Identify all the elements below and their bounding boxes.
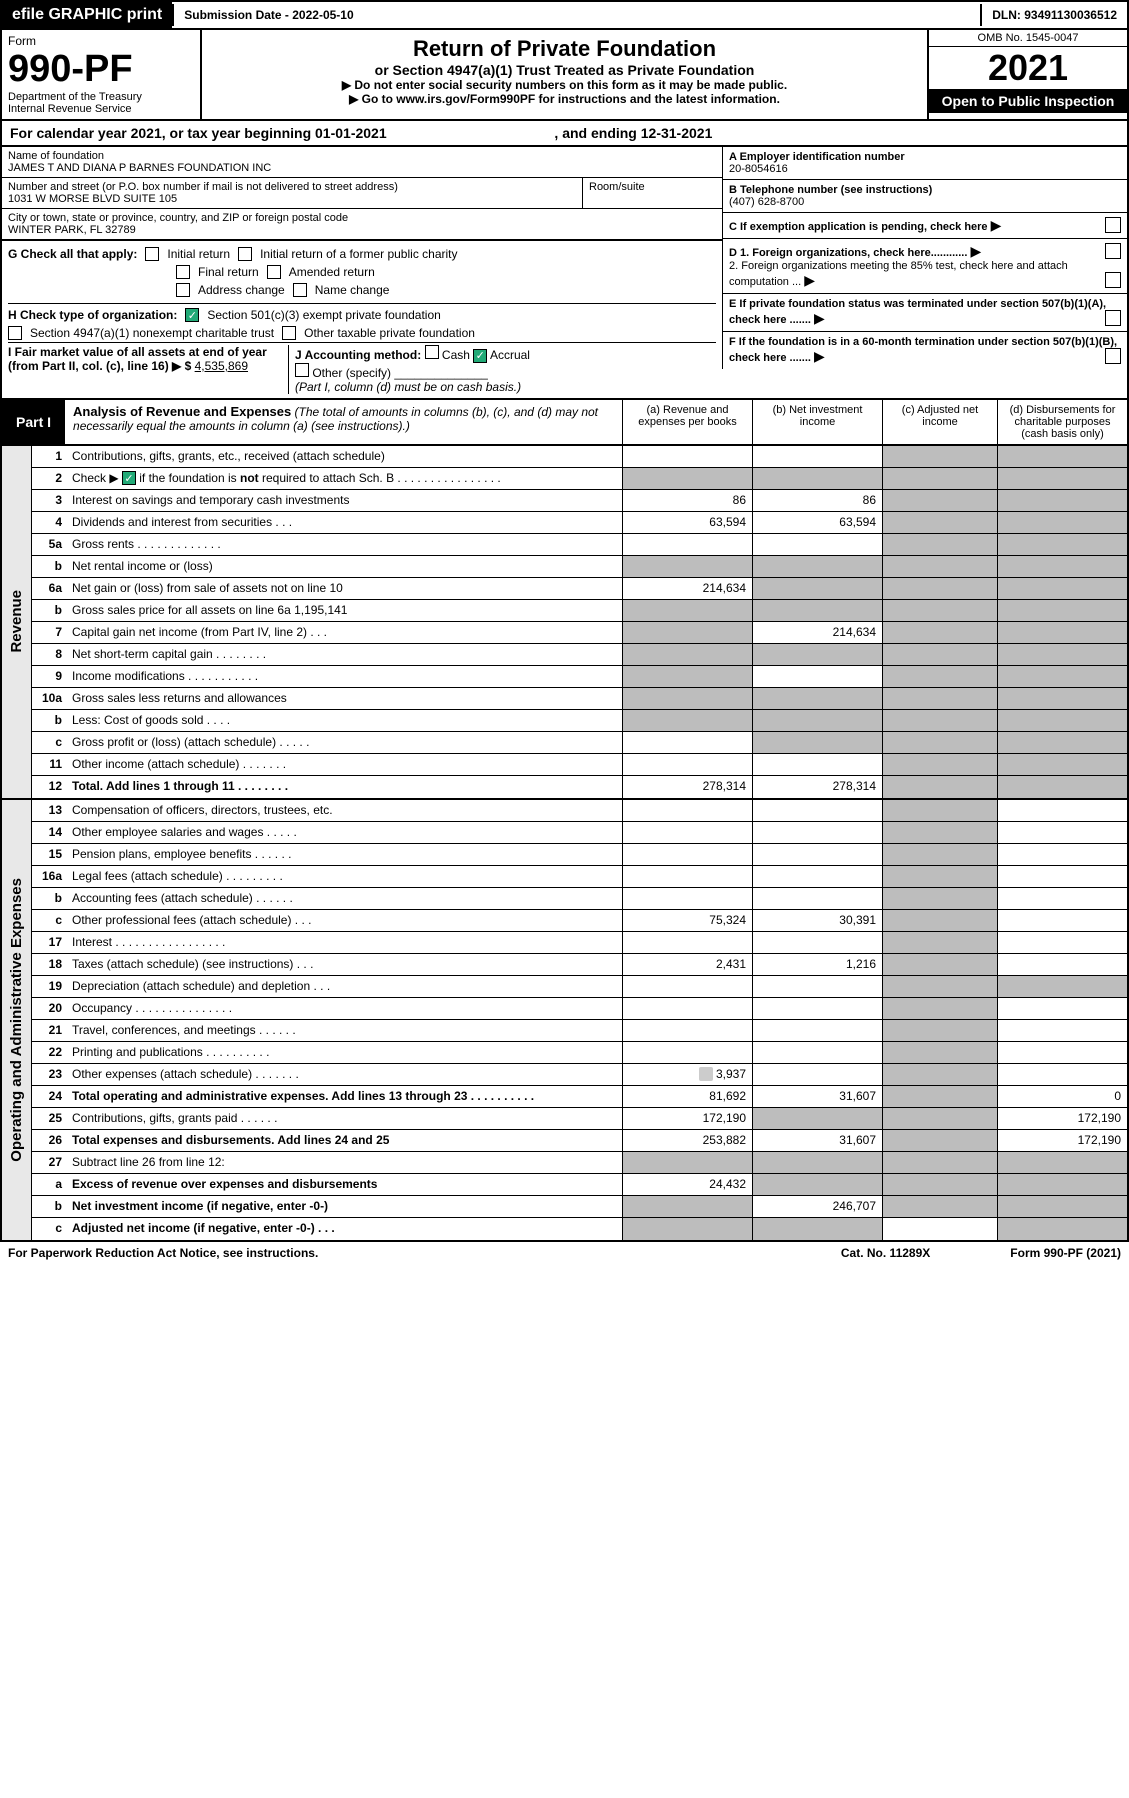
form-warn: ▶ Do not enter social security numbers o… [208, 78, 921, 92]
addr-label: Number and street (or P.O. box number if… [8, 181, 576, 193]
j-note: (Part I, column (d) must be on cash basi… [295, 380, 521, 394]
form-title: Return of Private Foundation [208, 36, 921, 62]
form-goto: ▶ Go to www.irs.gov/Form990PF for instru… [208, 92, 921, 106]
info-right: A Employer identification number 20-8054… [722, 147, 1127, 398]
form-label: Form [8, 34, 194, 48]
dept: Department of the Treasury [8, 91, 194, 103]
checkbox-amended[interactable] [267, 265, 281, 279]
room-suite: Room/suite [582, 178, 722, 208]
form-head-right: OMB No. 1545-0047 2021 Open to Public In… [927, 30, 1127, 119]
checkbox-addr-change[interactable] [176, 283, 190, 297]
part1-desc: Analysis of Revenue and Expenses (The to… [65, 400, 622, 444]
col-d-head: (d) Disbursements for charitable purpose… [997, 400, 1127, 444]
col-a-head: (a) Revenue and expenses per books [622, 400, 752, 444]
checkbox-other-method[interactable] [295, 363, 309, 377]
f-label: F If the foundation is in a 60-month ter… [729, 336, 1117, 364]
checkbox-cash[interactable] [425, 345, 439, 359]
checkbox-accrual[interactable]: ✓ [473, 349, 487, 363]
city-label: City or town, state or province, country… [8, 212, 716, 224]
footer-left: For Paperwork Reduction Act Notice, see … [8, 1246, 318, 1260]
footer-center: Cat. No. 11289X [318, 1246, 1010, 1260]
form-header: Form 990-PF Department of the Treasury I… [0, 30, 1129, 121]
attach-icon[interactable] [699, 1067, 713, 1081]
expenses-vtab: Operating and Administrative Expenses [2, 800, 32, 1240]
name-label: Name of foundation [8, 150, 716, 162]
c-label: C If exemption application is pending, c… [729, 221, 988, 233]
omb: OMB No. 1545-0047 [929, 30, 1127, 47]
checkbox-initial-public[interactable] [238, 247, 252, 261]
ein: 20-8054616 [729, 163, 1121, 175]
city: WINTER PARK, FL 32789 [8, 224, 716, 236]
efile-label: efile GRAPHIC print [2, 2, 172, 28]
calyear-a: For calendar year 2021, or tax year begi… [10, 125, 387, 141]
checkbox-d2[interactable] [1105, 272, 1121, 288]
revenue-table: Revenue 1Contributions, gifts, grants, e… [0, 446, 1129, 800]
g-label: G Check all that apply: [8, 247, 137, 261]
a-label: A Employer identification number [729, 151, 1121, 163]
topbar: efile GRAPHIC print Submission Date - 20… [0, 0, 1129, 30]
h-label: H Check type of organization: [8, 308, 177, 322]
footer-right: Form 990-PF (2021) [1010, 1246, 1121, 1260]
j-label: J Accounting method: [295, 348, 421, 362]
part1-header: Part I Analysis of Revenue and Expenses … [0, 400, 1129, 446]
irs: Internal Revenue Service [8, 103, 194, 115]
col-c-head: (c) Adjusted net income [882, 400, 997, 444]
checkbox-schb[interactable]: ✓ [122, 471, 136, 485]
calendar-year: For calendar year 2021, or tax year begi… [0, 121, 1129, 147]
form-head-center: Return of Private Foundation or Section … [202, 30, 927, 119]
col-b-head: (b) Net investment income [752, 400, 882, 444]
checkbox-f[interactable] [1105, 348, 1121, 364]
checkbox-4947[interactable] [8, 326, 22, 340]
open-inspection: Open to Public Inspection [929, 89, 1127, 113]
foundation-name: JAMES T AND DIANA P BARNES FOUNDATION IN… [8, 162, 716, 174]
i-val: 4,535,869 [195, 359, 248, 373]
form-number: 990-PF [8, 48, 194, 91]
part1-tab: Part I [2, 400, 65, 444]
tax-year: 2021 [929, 47, 1127, 89]
d1: D 1. Foreign organizations, check here..… [729, 247, 967, 259]
submission-date: Submission Date - 2022-05-10 [172, 4, 363, 26]
checkbox-initial[interactable] [145, 247, 159, 261]
phone: (407) 628-8700 [729, 196, 1121, 208]
checkbox-name-change[interactable] [293, 283, 307, 297]
checkbox-d1[interactable] [1105, 243, 1121, 259]
h-row: H Check type of organization: ✓Section 5… [8, 303, 716, 324]
checkbox-final[interactable] [176, 265, 190, 279]
e-label: E If private foundation status was termi… [729, 298, 1106, 326]
checkbox-c[interactable] [1105, 217, 1121, 233]
form-head-left: Form 990-PF Department of the Treasury I… [2, 30, 202, 119]
checkbox-other-tax[interactable] [282, 326, 296, 340]
dln: DLN: 93491130036512 [980, 4, 1127, 26]
form-subtitle: or Section 4947(a)(1) Trust Treated as P… [208, 62, 921, 78]
footer: For Paperwork Reduction Act Notice, see … [0, 1242, 1129, 1264]
calyear-b: , and ending 12-31-2021 [554, 125, 712, 141]
revenue-vtab: Revenue [2, 446, 32, 798]
addr: 1031 W MORSE BLVD SUITE 105 [8, 193, 576, 205]
info-left: Name of foundation JAMES T AND DIANA P B… [2, 147, 722, 398]
g-row: G Check all that apply: Initial return I… [8, 245, 716, 263]
b-label: B Telephone number (see instructions) [729, 184, 1121, 196]
expenses-table: Operating and Administrative Expenses 13… [0, 800, 1129, 1242]
checkbox-e[interactable] [1105, 310, 1121, 326]
info-grid: Name of foundation JAMES T AND DIANA P B… [0, 147, 1129, 400]
d2: 2. Foreign organizations meeting the 85%… [729, 260, 1068, 288]
checkbox-501c3[interactable]: ✓ [185, 308, 199, 322]
